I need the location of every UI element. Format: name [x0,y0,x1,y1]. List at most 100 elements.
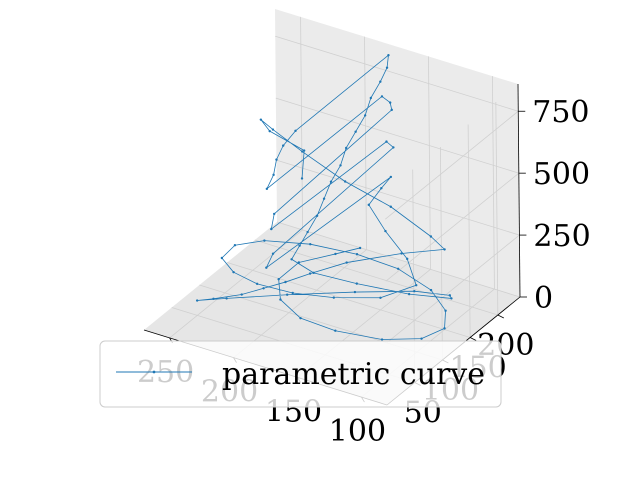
series-point [322,197,326,200]
y-tick-mark [497,314,505,319]
series-point [384,229,387,233]
series-point [284,280,287,284]
series-point [275,158,278,161]
series-point [415,284,418,287]
series-point [343,180,347,183]
series-point [279,298,282,301]
series-point [265,266,268,269]
series-point [272,212,276,216]
series-point [387,53,390,57]
z-tick-label: 750 [532,95,589,130]
series-point [389,205,392,208]
series-point [232,270,235,274]
series-point [358,246,362,250]
series-point [308,272,312,275]
series-point [233,244,237,247]
series-point [444,309,447,312]
series-point [390,108,393,112]
series-point [315,214,319,217]
series-line [196,54,452,340]
series-point [380,187,383,190]
series-point [355,253,359,256]
series-point [290,258,293,261]
series-point [306,230,309,234]
series-point [385,140,388,143]
series-point [302,149,306,152]
series-point [298,244,301,247]
series-point [392,146,395,149]
series-point [300,177,304,180]
series-point [332,296,336,299]
series-point [272,173,275,177]
series-point [263,239,266,242]
series-point [291,291,294,295]
series-point [355,282,359,285]
series-point [407,292,411,296]
series-point [309,242,312,246]
series-parametric-curve [195,53,453,341]
series-point [443,327,446,330]
series-point [443,248,446,251]
series-point [329,180,333,183]
legend-label: parametric curve [222,357,485,392]
series-point [406,257,409,261]
series-point [429,235,433,238]
series-point [299,316,302,320]
series-point [334,329,337,332]
series-point [345,261,348,264]
series-point [312,271,315,275]
series-point [420,337,423,340]
series-point [240,293,243,296]
series-point [282,144,285,147]
series-point [379,80,382,83]
z-tick-label: 500 [533,157,590,192]
legend: parametric curve [99,340,502,408]
series-point [339,164,342,167]
series-point [413,289,416,293]
series-point [450,297,453,300]
legend-marker-sample [152,370,156,374]
series-point [344,146,348,150]
series-point [367,203,370,207]
pane-side-wall [275,9,520,297]
series-point [271,252,275,255]
series-point [369,96,373,100]
series-point [353,290,357,294]
series-point [388,101,392,104]
series-point [270,227,273,231]
series-point [268,129,271,133]
legend-box [99,340,502,408]
series-point [259,118,263,121]
series-point [334,252,337,256]
series-point [448,294,452,297]
y-tick-mark [469,337,477,341]
series-point [380,338,384,341]
series-point [396,267,400,270]
z-tick-label: 0 [534,281,553,316]
series-point [400,252,403,255]
series-point [220,256,224,260]
series-point [265,187,269,191]
series-point [429,288,433,292]
series-point [271,128,275,131]
z-axis-line [517,83,521,298]
series-point [212,297,215,300]
series-point [385,66,389,69]
series-point [389,175,393,179]
series-point [285,293,289,296]
series-point [225,297,228,300]
z-tick-label: 250 [533,219,590,254]
series-point [255,282,259,286]
series-point [297,261,301,264]
series-point [379,296,382,299]
series-point [380,95,384,98]
series-point [277,277,280,281]
series-point [363,114,367,117]
series-point [354,130,357,133]
series-point [294,129,297,133]
x-tick-label: 100 [329,414,386,449]
series-point [195,299,199,302]
series-point [301,150,304,153]
